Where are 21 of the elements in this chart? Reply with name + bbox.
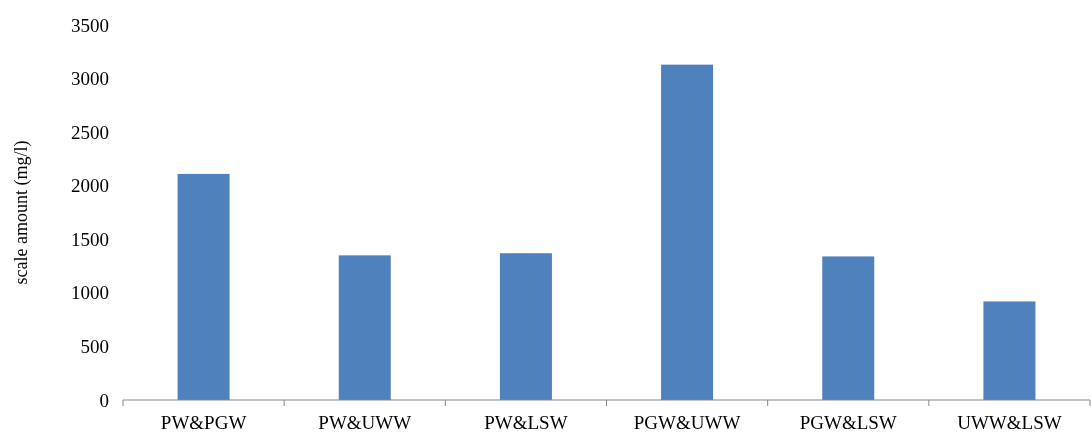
y-tick-label: 500 xyxy=(80,336,109,358)
bar xyxy=(983,301,1036,400)
y-tick-label: 3000 xyxy=(71,68,109,90)
y-axis-title: scale amount (mg/l) xyxy=(11,140,32,285)
x-tick-label: PGW&LSW xyxy=(799,412,897,433)
y-tick-label: 3500 xyxy=(71,14,109,36)
y-tick-label: 1000 xyxy=(71,282,109,304)
bar xyxy=(499,253,552,400)
x-tick-label: PW&PGW xyxy=(160,412,247,433)
bar xyxy=(822,256,875,400)
y-tick-label: 2000 xyxy=(71,175,109,197)
x-tick-label: PW&UWW xyxy=(318,412,412,433)
x-tick-label: PGW&UWW xyxy=(633,412,741,433)
y-tick-label: 0 xyxy=(99,389,109,411)
bar xyxy=(177,173,230,400)
y-tick-label: 2500 xyxy=(71,121,109,143)
x-tick-label: UWW&LSW xyxy=(957,412,1062,433)
bar xyxy=(338,255,391,400)
bar xyxy=(661,64,714,400)
y-tick-label: 1500 xyxy=(71,228,109,250)
x-tick-label: PW&LSW xyxy=(484,412,568,433)
